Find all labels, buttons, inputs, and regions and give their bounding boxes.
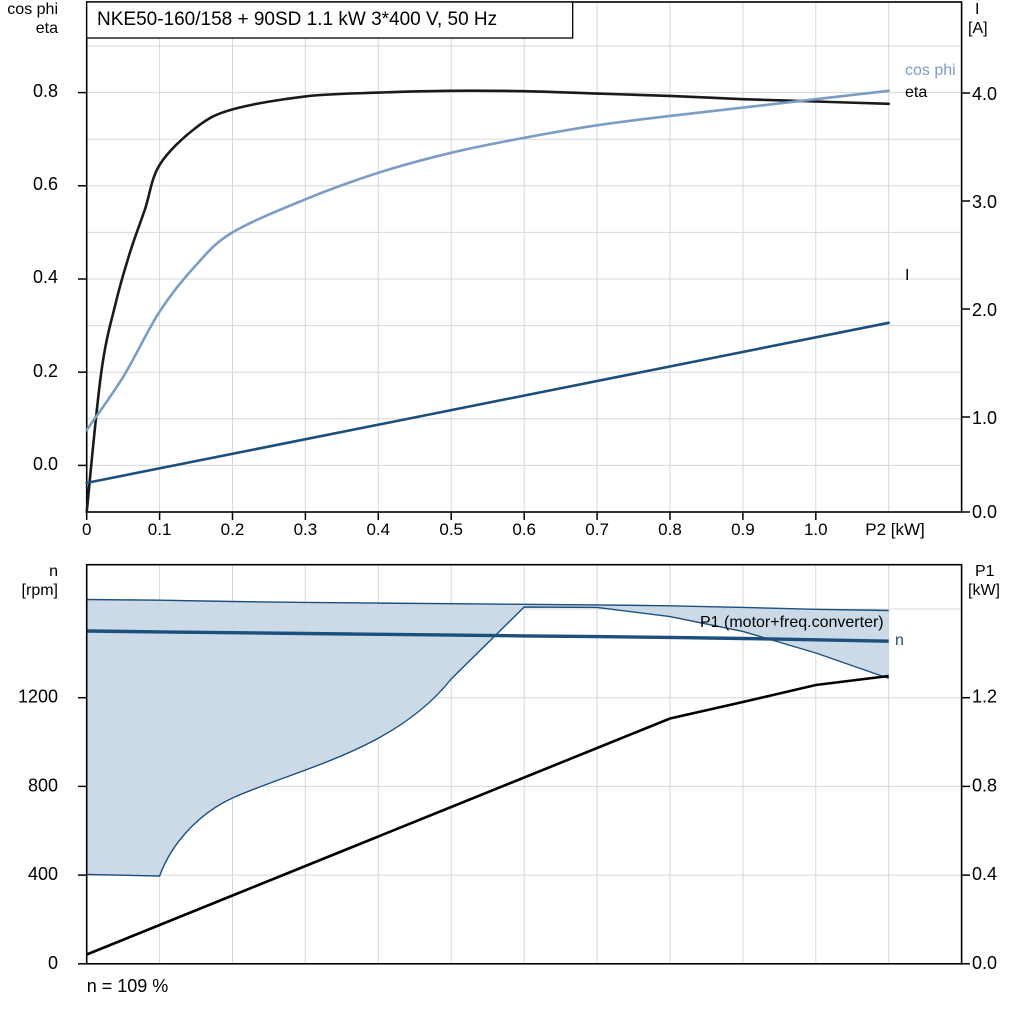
svg-text:2.0: 2.0 xyxy=(972,300,997,320)
svg-text:P2 [kW]: P2 [kW] xyxy=(865,520,925,539)
svg-text:I: I xyxy=(975,1,979,18)
svg-text:P1: P1 xyxy=(975,563,995,580)
svg-text:0.0: 0.0 xyxy=(972,953,997,973)
svg-text:0.7: 0.7 xyxy=(585,520,609,539)
svg-text:0.6: 0.6 xyxy=(512,520,536,539)
svg-text:0.6: 0.6 xyxy=(33,174,58,194)
svg-text:0: 0 xyxy=(48,953,58,973)
svg-text:[kW]: [kW] xyxy=(968,582,1000,599)
svg-text:I: I xyxy=(905,267,909,284)
svg-text:800: 800 xyxy=(28,775,58,795)
svg-text:400: 400 xyxy=(28,864,58,884)
svg-text:4.0: 4.0 xyxy=(972,84,997,104)
svg-text:n: n xyxy=(895,632,904,649)
svg-text:P1 (motor+freq.converter): P1 (motor+freq.converter) xyxy=(700,614,884,631)
svg-text:0.5: 0.5 xyxy=(439,520,463,539)
svg-text:cos phi: cos phi xyxy=(7,1,58,18)
svg-text:0.4: 0.4 xyxy=(33,267,58,287)
svg-text:0.4: 0.4 xyxy=(366,520,390,539)
svg-text:cos phi: cos phi xyxy=(905,62,956,79)
svg-text:0: 0 xyxy=(82,520,91,539)
svg-text:1.2: 1.2 xyxy=(972,687,997,707)
svg-text:n: n xyxy=(49,563,58,580)
svg-text:n = 109 %: n = 109 % xyxy=(87,976,169,996)
svg-text:0.8: 0.8 xyxy=(972,775,997,795)
svg-text:1200: 1200 xyxy=(18,687,58,707)
svg-text:0.8: 0.8 xyxy=(658,520,682,539)
svg-text:0.8: 0.8 xyxy=(33,81,58,101)
svg-text:1.0: 1.0 xyxy=(972,408,997,428)
svg-text:0.3: 0.3 xyxy=(294,520,318,539)
svg-text:NKE50-160/158 + 90SD 1.1 kW: NKE50-160/158 + 90SD 1.1 kW 3*400 V, 50 … xyxy=(97,9,497,30)
svg-text:3.0: 3.0 xyxy=(972,192,997,212)
svg-text:eta: eta xyxy=(36,20,58,37)
svg-text:1.0: 1.0 xyxy=(804,520,828,539)
svg-text:0.2: 0.2 xyxy=(33,361,58,381)
svg-text:0.0: 0.0 xyxy=(972,502,997,522)
svg-text:0.2: 0.2 xyxy=(221,520,245,539)
svg-text:eta: eta xyxy=(905,84,927,101)
svg-text:[A]: [A] xyxy=(968,20,988,37)
svg-text:0.1: 0.1 xyxy=(148,520,172,539)
svg-text:[rpm]: [rpm] xyxy=(22,582,58,599)
svg-text:0.9: 0.9 xyxy=(731,520,755,539)
svg-text:0.4: 0.4 xyxy=(972,864,997,884)
svg-text:0.0: 0.0 xyxy=(33,454,58,474)
